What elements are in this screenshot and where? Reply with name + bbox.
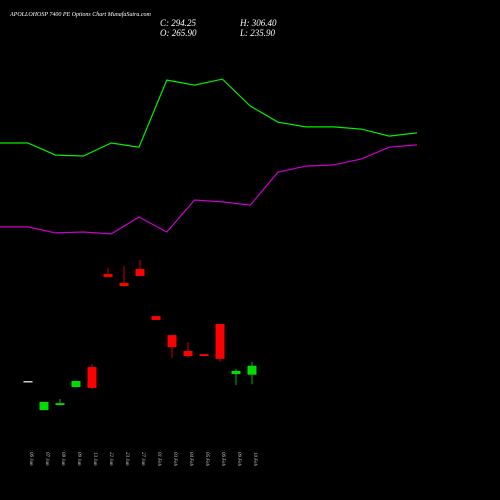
x-tick-label: 27 Jan — [140, 452, 145, 466]
candle-body — [39, 401, 49, 411]
x-tick-label: 10 Feb — [252, 452, 257, 467]
candle-body — [103, 274, 113, 277]
high-label: H: 306.40 — [239, 18, 277, 28]
candle-body — [119, 282, 129, 287]
indicator-line — [0, 144, 418, 235]
x-tick-label: 06 Feb — [220, 452, 225, 467]
x-tick-label: 04 Feb — [188, 452, 193, 467]
candle-body — [55, 403, 65, 406]
candle-body — [199, 354, 209, 357]
x-tick-label: 09 Jan — [76, 452, 81, 466]
candle-body — [167, 335, 177, 348]
candle-body — [23, 381, 33, 383]
indicator-line — [0, 78, 418, 157]
candle-body — [87, 367, 97, 388]
x-tick-label: 03 Feb — [172, 452, 177, 467]
candle-body — [183, 350, 193, 357]
candle-body — [231, 370, 241, 375]
low-label: L: 235.90 — [239, 28, 276, 38]
candle-body — [247, 365, 257, 375]
candle-body — [215, 324, 225, 359]
x-tick-label: 08 Jan — [60, 452, 65, 466]
x-tick-label: 09 Feb — [236, 452, 241, 467]
x-tick-label: 01 Feb — [156, 452, 161, 467]
candle-body — [151, 316, 161, 320]
x-tick-label: 05 Feb — [204, 452, 209, 467]
x-tick-label: 22 Jan — [108, 452, 113, 466]
chart-title: APOLLOHOSP 7400 PE Options Chart MunafaS… — [9, 11, 152, 18]
candle-body — [135, 268, 145, 276]
open-label: O: 265.90 — [160, 28, 197, 38]
x-tick-label: 06 Jan — [28, 452, 33, 466]
candle-body — [71, 381, 81, 388]
x-tick-label: 23 Jan — [124, 452, 129, 466]
close-label: C: 294.25 — [160, 18, 197, 28]
x-tick-label: 07 Jan — [44, 452, 49, 466]
x-tick-label: 13 Jan — [92, 452, 97, 466]
